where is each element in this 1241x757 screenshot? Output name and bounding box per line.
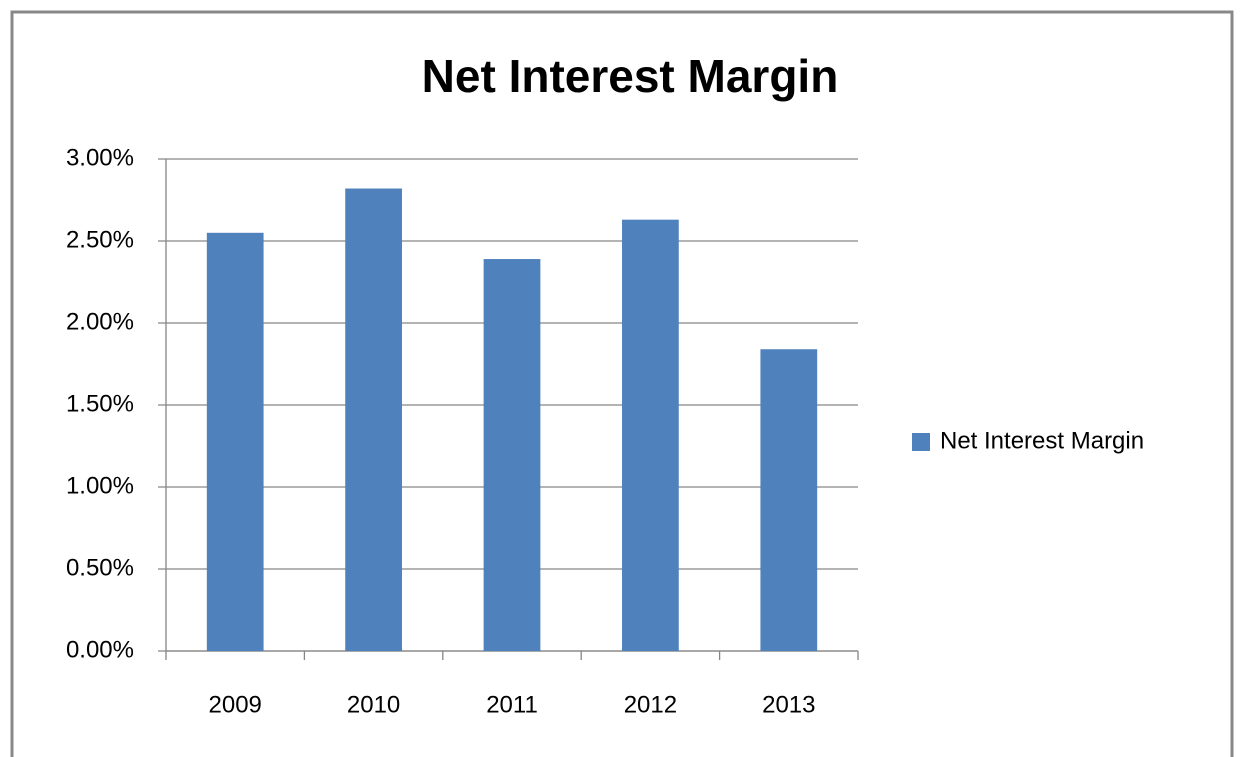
chart-title: Net Interest Margin [422, 50, 839, 102]
bar [760, 349, 818, 651]
y-tick-label: 0.00% [66, 636, 134, 663]
bar [345, 188, 402, 651]
y-tick-label: 1.50% [66, 390, 134, 417]
bar [483, 259, 541, 651]
y-tick-label: 2.00% [66, 308, 134, 335]
chart-frame [10, 10, 1234, 757]
y-tick-label: 0.50% [66, 554, 134, 581]
x-tick-label: 2013 [762, 691, 815, 718]
legend-label: Net Interest Margin [940, 427, 1144, 454]
bar [206, 232, 264, 652]
y-tick-label: 3.00% [66, 144, 134, 171]
bar [622, 219, 679, 651]
x-tick-label: 2011 [486, 691, 538, 718]
x-tick-label: 2012 [624, 691, 677, 718]
legend-swatch [912, 433, 930, 451]
x-tick-label: 2010 [347, 691, 400, 718]
y-tick-label: 1.00% [66, 472, 134, 499]
x-tick-label: 2009 [209, 691, 262, 718]
y-tick-label: 2.50% [66, 226, 134, 253]
